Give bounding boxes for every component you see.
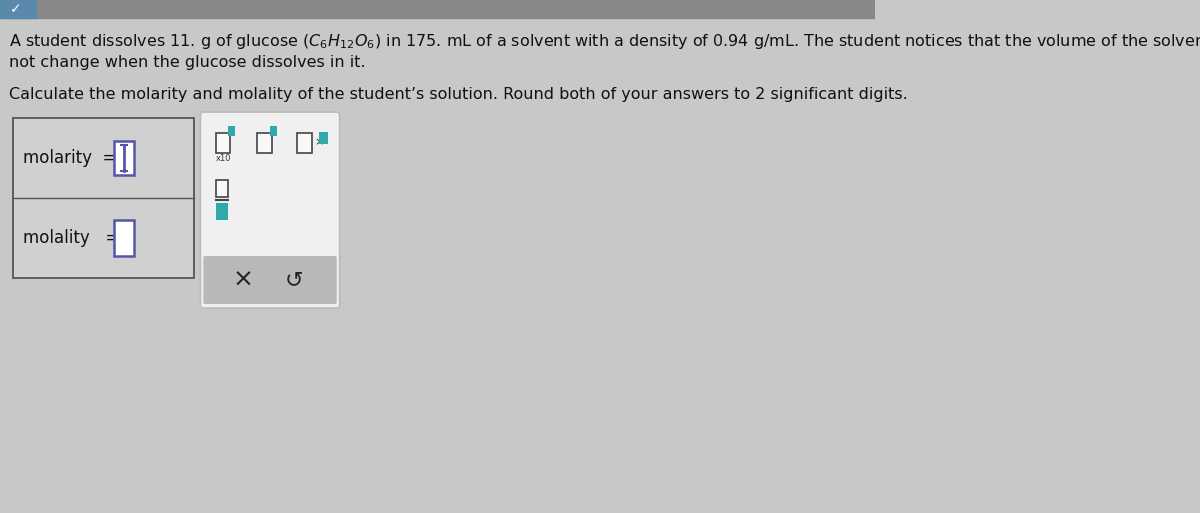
Text: ↺: ↺ (284, 270, 304, 290)
Text: not change when the glucose dissolves in it.: not change when the glucose dissolves in… (8, 55, 365, 70)
FancyBboxPatch shape (203, 256, 337, 304)
Bar (298, 133, 312, 153)
Text: ×: × (314, 137, 324, 147)
Text: Calculate the molarity and molality of the student’s solution. Round both of you: Calculate the molarity and molality of t… (8, 87, 907, 102)
Bar (114, 141, 134, 175)
Text: ✓: ✓ (11, 2, 22, 16)
Text: molarity  =: molarity = (23, 149, 116, 167)
Bar (13, 118, 194, 278)
Bar (319, 132, 328, 144)
Bar (216, 133, 230, 153)
Text: molality   =: molality = (23, 229, 120, 247)
Bar (270, 126, 277, 136)
Bar (216, 203, 228, 220)
Bar (216, 180, 228, 197)
Text: A student dissolves 11. g of glucose $(C_6H_{12}O_6)$ in 175. mL of a solvent wi: A student dissolves 11. g of glucose $(C… (8, 32, 1200, 51)
Bar (0, 0, 36, 18)
Text: ×: × (233, 268, 253, 292)
Text: x10: x10 (216, 154, 232, 163)
Bar (257, 133, 272, 153)
FancyBboxPatch shape (200, 112, 340, 308)
Bar (114, 220, 134, 256)
Bar (228, 126, 235, 136)
Bar (0, 0, 875, 18)
